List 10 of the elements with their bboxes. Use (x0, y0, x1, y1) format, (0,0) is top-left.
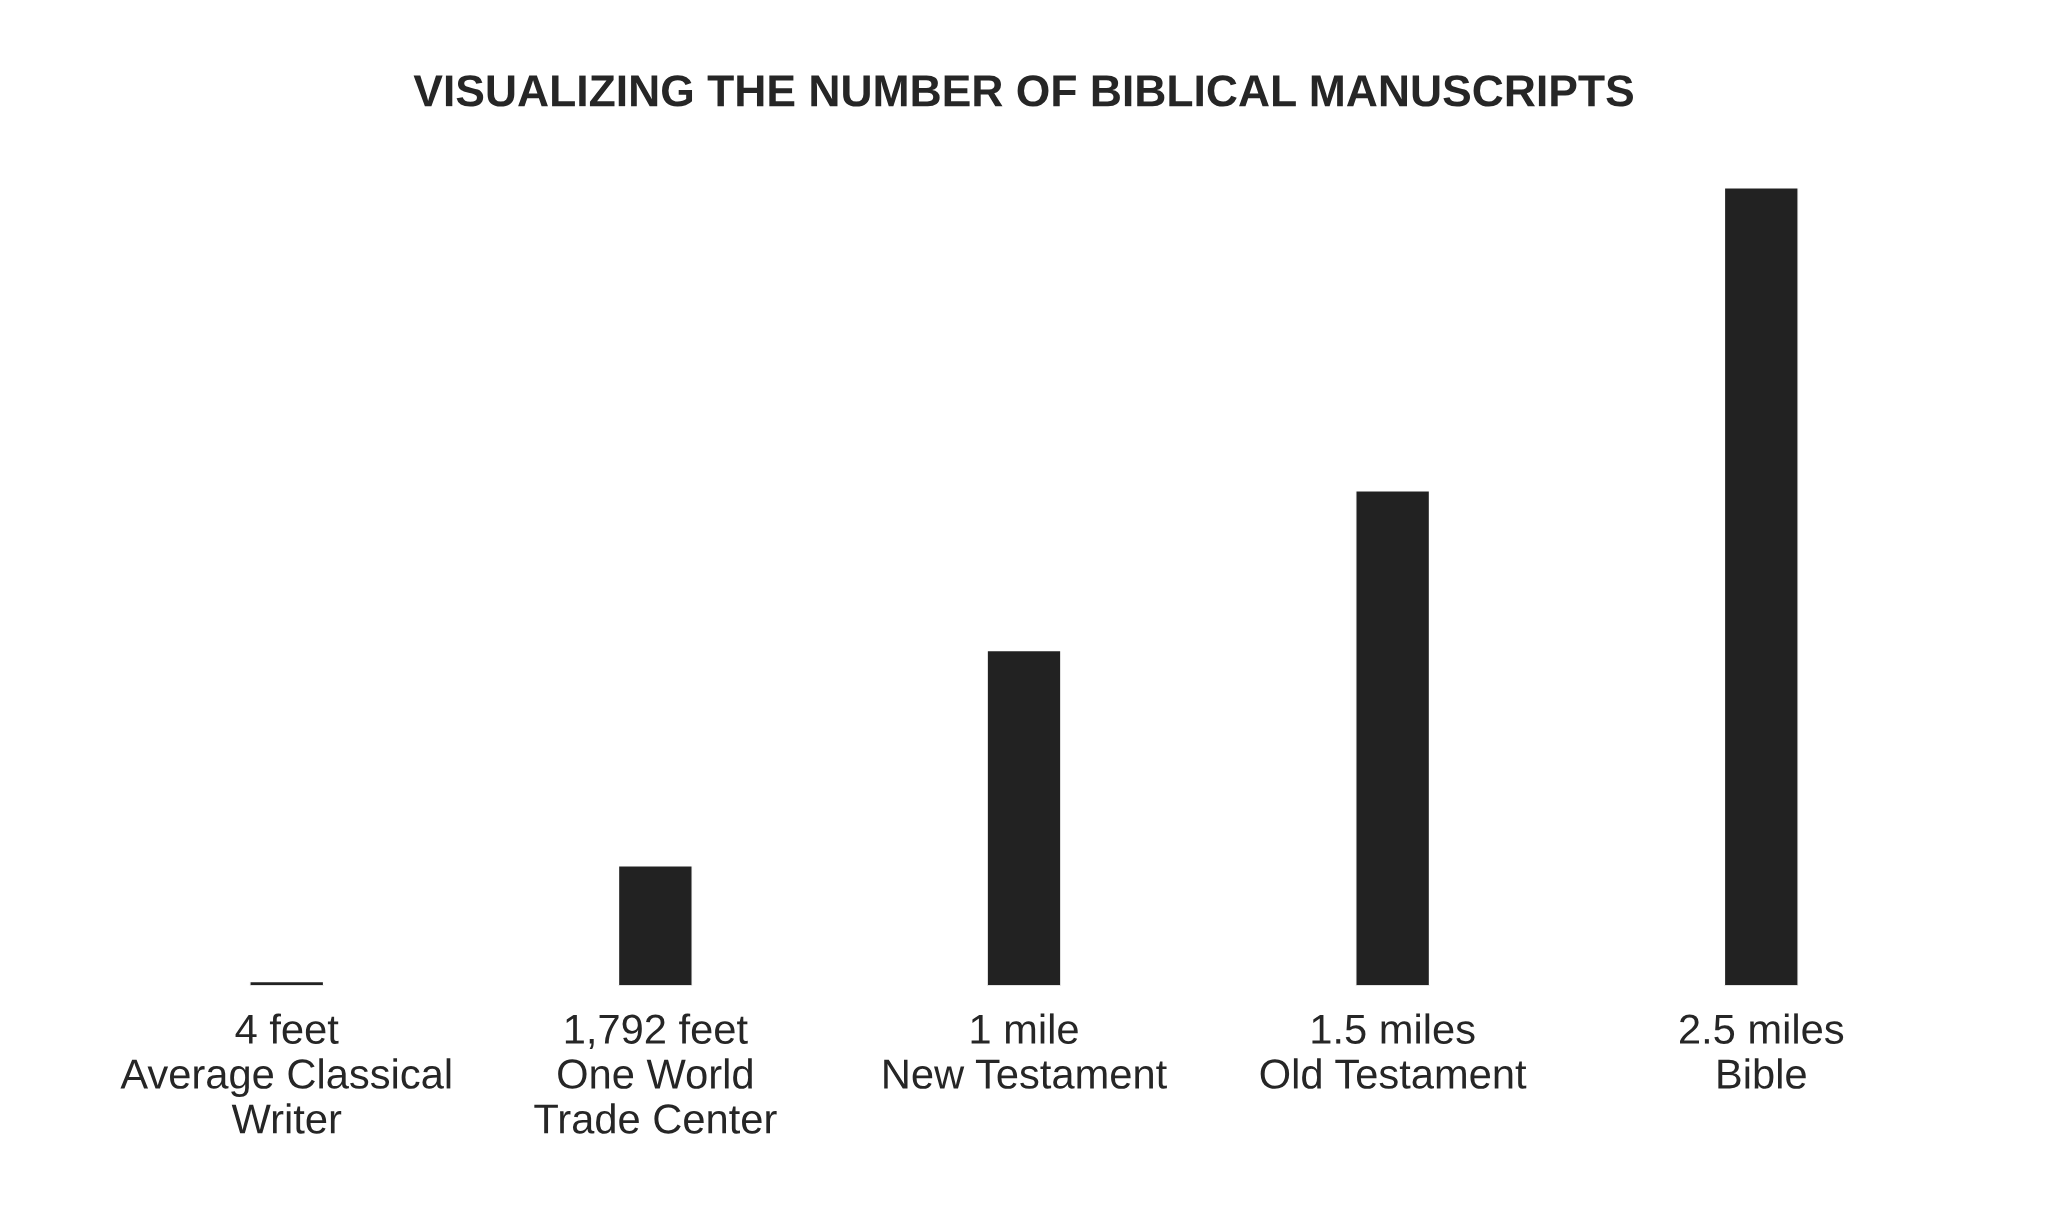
x-tick-label: 1 mile New Testament (884, 1013, 1167, 1089)
bar (1723, 187, 1799, 986)
x-tick-label: 2.5 miles Bible (1680, 1013, 1844, 1089)
bar (617, 865, 693, 986)
bar (1355, 490, 1431, 986)
x-tick-label: 4 feet Average Classical Writer (120, 1013, 451, 1134)
x-tick-label: 1,792 feet One World Trade Center (534, 1013, 777, 1134)
chart-title: VISUALIZING THE NUMBER OF BIBLICAL MANUSCRIPTS (413, 75, 1633, 107)
x-tick-label: 1.5 miles Old Testament (1260, 1013, 1527, 1089)
bar (986, 649, 1062, 986)
